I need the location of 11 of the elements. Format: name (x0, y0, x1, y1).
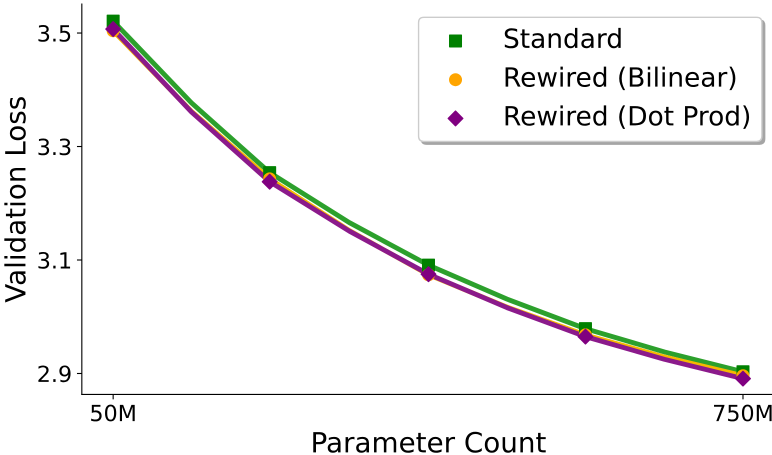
legend-label: Standard (504, 28, 621, 48)
y-tick-label: 3.5 (38, 24, 70, 42)
y-tick-label: 2.9 (38, 365, 71, 382)
y-tick-label: 3.3 (38, 138, 70, 156)
legend-label: Rewired (Dot Prod) (506, 105, 750, 129)
y-axis-title: Validation Loss (4, 97, 26, 303)
x-axis-title: Parameter Count (313, 432, 546, 453)
x-tick-label: 750M (714, 404, 772, 422)
legend-label: Rewired (Bilinear) (506, 66, 736, 90)
x-tick-label: 50M (91, 404, 135, 422)
y-tick-label: 3.1 (38, 252, 70, 269)
